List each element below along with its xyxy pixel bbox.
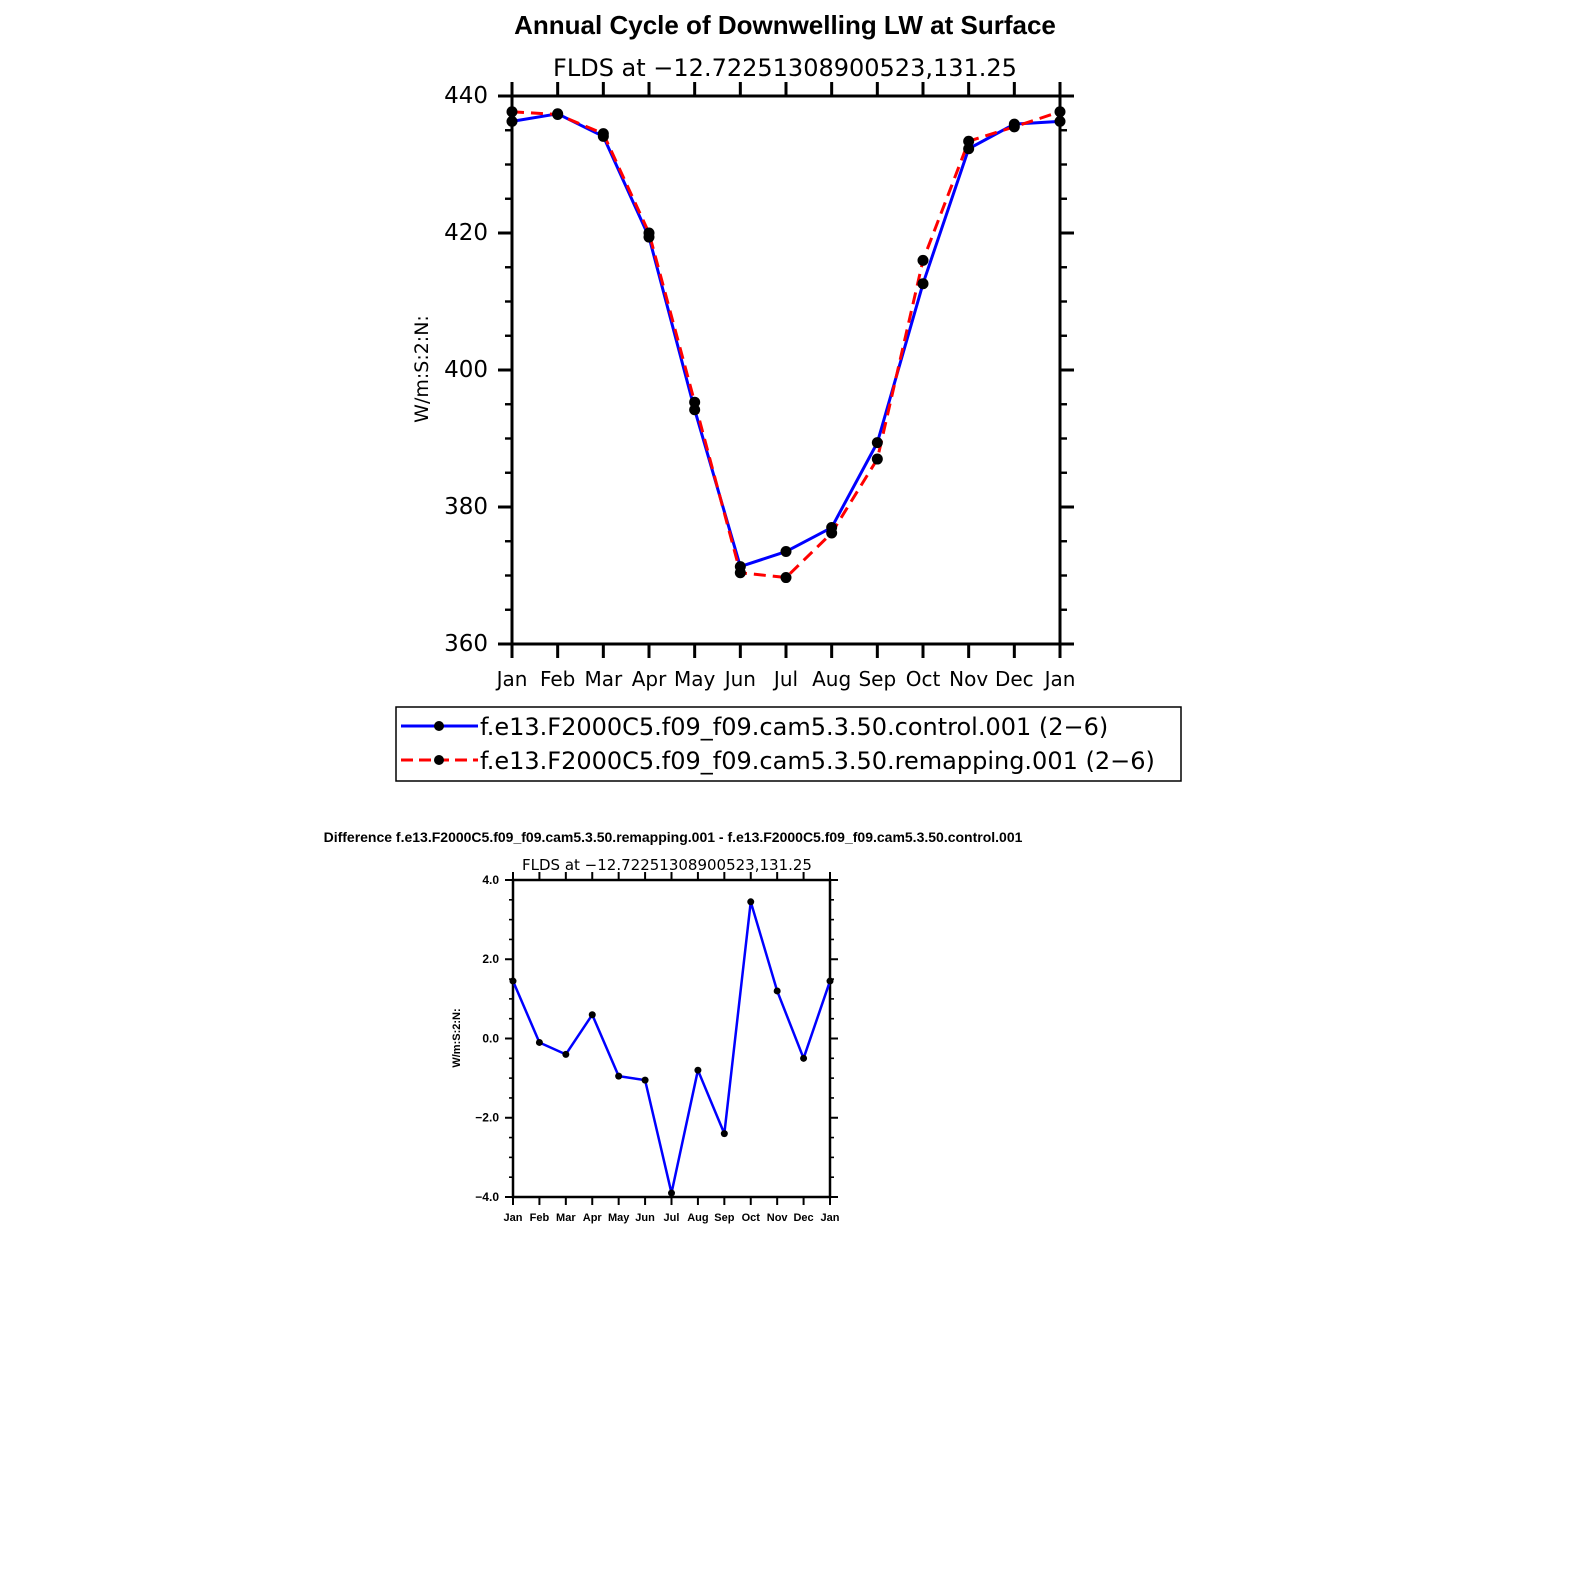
diff-x-tick-labels: Jan Feb Mar Apr May Jun Jul Aug Sep Oct Nov Dec Jan: [504, 1212, 840, 1224]
y-tick-label: 420: [444, 220, 488, 246]
data-point: [552, 108, 564, 120]
data-point: [826, 977, 834, 985]
data-point: [506, 106, 518, 118]
axis-ticks: [498, 82, 1074, 658]
x-tick-label: Oct: [906, 667, 941, 691]
series-line-1: [511, 900, 832, 1195]
data-point: [917, 254, 929, 266]
y-axis-label: W/m:S:2:N:: [411, 315, 433, 423]
data-point: [643, 227, 655, 239]
data-point: [562, 1050, 570, 1058]
data-point: [641, 1076, 649, 1084]
x-tick-label: Sep: [858, 667, 896, 691]
data-point: [720, 1130, 728, 1138]
x-tick-label: Jun: [723, 667, 756, 691]
x-tick-label: Sep: [714, 1212, 734, 1224]
annual-cycle-chart: Annual Cycle of Downwelling LW at Surfac…: [395, 10, 1182, 782]
data-point: [734, 567, 746, 579]
y-tick-label: 440: [444, 83, 488, 109]
x-tick-label: May: [608, 1212, 630, 1224]
data-point: [747, 898, 755, 906]
legend-marker-control: [434, 721, 444, 731]
data-point: [963, 135, 975, 147]
data-point: [506, 115, 518, 127]
data-point: [689, 396, 701, 408]
diff-y-axis-label: W/m:S:2:N:: [451, 1008, 463, 1067]
x-tick-label: Nov: [767, 1212, 789, 1224]
difference-chart: Difference f.e13.F2000C5.f09_f09.cam5.3.…: [324, 829, 1023, 1224]
data-point: [509, 977, 517, 985]
x-tick-label: Apr: [583, 1212, 603, 1224]
x-tick-label: Feb: [530, 1212, 550, 1224]
x-tick-label: Dec: [995, 667, 1034, 691]
y-tick-label: 360: [444, 631, 488, 657]
legend-box: [395, 706, 1182, 782]
legend-marker-remapping: [434, 755, 444, 765]
diff-y-tick-labels: −4.0 −2.0 0.0 2.0 4.0: [475, 873, 499, 1204]
data-point: [668, 1189, 675, 1197]
x-tick-label: Jul: [772, 667, 798, 691]
data-point: [963, 143, 975, 155]
x-tick-label: Jan: [504, 1212, 523, 1224]
series-group: [506, 106, 1066, 584]
plot-frame: [510, 94, 1062, 646]
diff-axis-ticks: [505, 872, 838, 1205]
x-tick-label: Feb: [540, 667, 575, 691]
y-tick-labels: 360 380 400 420 440: [444, 83, 488, 657]
chart-title: Annual Cycle of Downwelling LW at Surfac…: [514, 10, 1056, 40]
data-point: [615, 1072, 623, 1080]
data-point: [773, 987, 781, 995]
x-tick-label: Jan: [495, 667, 528, 691]
data-point: [871, 437, 883, 449]
x-tick-label: Jul: [664, 1212, 680, 1224]
x-tick-label: Nov: [949, 667, 988, 691]
diff-chart-subtitle: FLDS at −12.72251308900523,131.25: [522, 856, 812, 874]
chart-subtitle: FLDS at −12.72251308900523,131.25: [553, 54, 1017, 82]
y-tick-label: 2.0: [482, 952, 499, 966]
x-tick-label: May: [674, 667, 716, 691]
legend-label-control: f.e13.F2000C5.f09_f09.cam5.3.50.control.…: [480, 713, 1108, 741]
y-tick-label: 0.0: [482, 1031, 499, 1045]
series-line-2: [511, 110, 1061, 580]
legend-item-remapping: f.e13.F2000C5.f09_f09.cam5.3.50.remappin…: [401, 747, 1155, 775]
y-tick-label: 400: [444, 357, 488, 383]
x-tick-label: Aug: [687, 1212, 708, 1224]
data-point: [689, 404, 701, 416]
data-point: [1008, 121, 1020, 133]
y-tick-label: −2.0: [475, 1111, 499, 1125]
data-point: [800, 1054, 808, 1062]
diff-chart-title: Difference f.e13.F2000C5.f09_f09.cam5.3.…: [324, 829, 1023, 845]
data-point: [780, 572, 792, 584]
x-tick-label: Jan: [821, 1212, 840, 1224]
diff-series-group: [509, 898, 834, 1197]
x-tick-label: Aug: [812, 667, 851, 691]
x-tick-label: Mar: [556, 1212, 576, 1224]
data-point: [826, 527, 838, 539]
legend: f.e13.F2000C5.f09_f09.cam5.3.50.control.…: [395, 706, 1182, 782]
data-point: [597, 128, 609, 140]
x-tick-label: Jan: [1043, 667, 1076, 691]
series-line-1: [511, 112, 1061, 569]
diff-plot-frame: [511, 878, 832, 1199]
data-point: [780, 546, 792, 558]
x-tick-label: Mar: [584, 667, 623, 691]
data-point: [535, 1038, 543, 1046]
data-point: [1054, 115, 1066, 127]
y-tick-label: 4.0: [482, 873, 499, 887]
data-point: [588, 1011, 596, 1019]
data-point: [871, 453, 883, 465]
y-tick-label: −4.0: [475, 1190, 499, 1204]
data-point: [694, 1066, 702, 1074]
x-tick-label: Apr: [632, 667, 667, 691]
legend-item-control: f.e13.F2000C5.f09_f09.cam5.3.50.control.…: [401, 713, 1108, 741]
x-tick-label: Jun: [635, 1212, 655, 1224]
data-point: [917, 278, 929, 290]
legend-label-remapping: f.e13.F2000C5.f09_f09.cam5.3.50.remappin…: [480, 747, 1155, 775]
y-tick-label: 380: [444, 494, 488, 520]
x-tick-label: Oct: [742, 1212, 761, 1224]
data-point: [1054, 106, 1066, 118]
x-tick-labels: Jan Feb Mar Apr May Jun Jul Aug Sep Oct Nov Dec Jan: [495, 667, 1076, 691]
x-tick-label: Dec: [793, 1212, 813, 1224]
